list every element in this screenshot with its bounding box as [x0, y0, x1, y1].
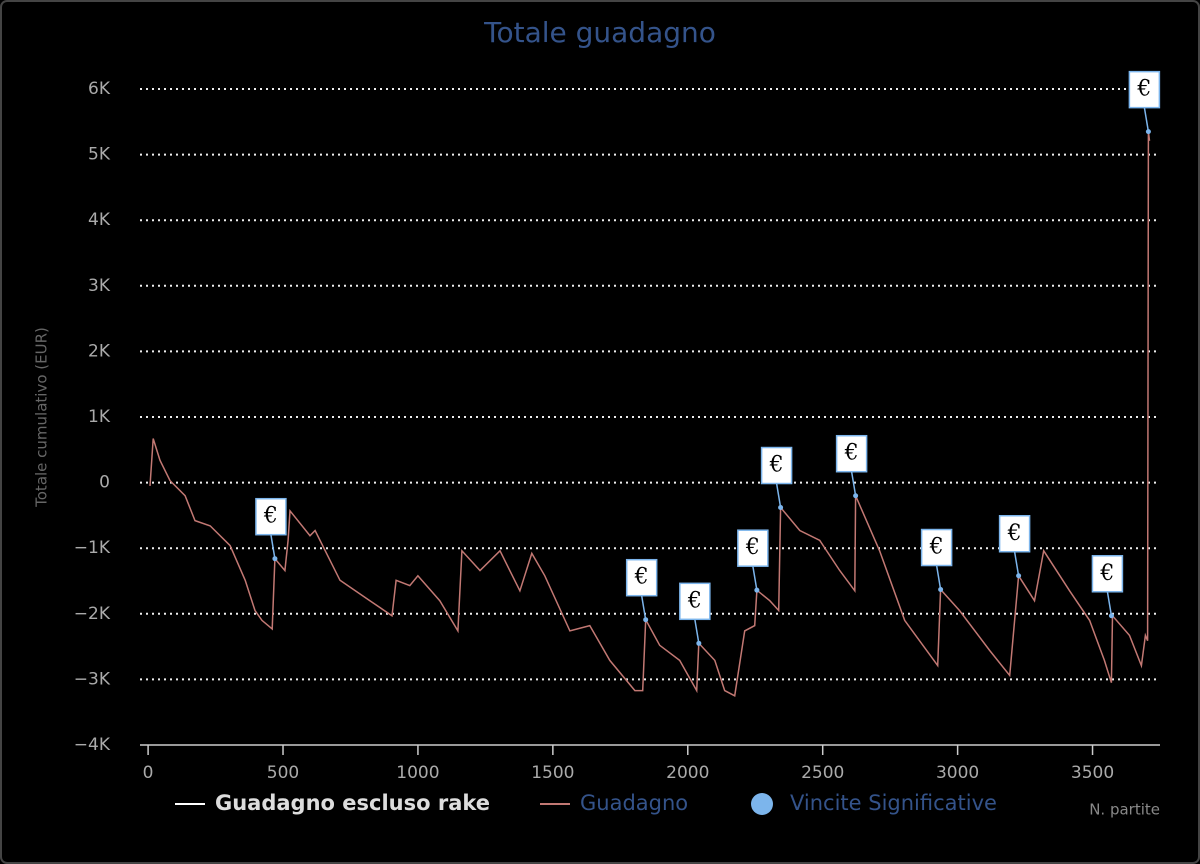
flag-stem [270, 534, 276, 559]
x-tick-label: 0 [143, 763, 154, 783]
flag-label: € [745, 535, 760, 560]
y-tick-label: −4K [74, 735, 111, 755]
x-axis-label: N. partite [1089, 801, 1160, 819]
flag-label: € [1007, 521, 1022, 546]
flag-stem [850, 471, 857, 496]
x-tick-label: 500 [267, 763, 299, 783]
flag-point [938, 587, 944, 593]
y-tick-label: 2K [88, 341, 111, 361]
legend-label: Guadagno escluso rake [215, 791, 490, 815]
flag-box [255, 497, 287, 536]
legend-symbol [751, 793, 773, 815]
flag-box [998, 515, 1031, 553]
flag-box [920, 528, 953, 567]
flag-stem [640, 595, 647, 620]
y-axis-label: Totale cumulativo (EUR) [33, 327, 51, 508]
flag-box [625, 558, 658, 597]
flag-label: € [929, 535, 944, 560]
flag-stem [1013, 551, 1020, 576]
flag-point [778, 505, 784, 511]
y-tick-label: −3K [74, 669, 111, 689]
flag-box [1128, 70, 1161, 109]
y-tick-label: −2K [74, 604, 111, 624]
flag-stem [1106, 591, 1113, 616]
flag-point [754, 587, 760, 593]
flag-label: € [769, 453, 784, 478]
flag-stem [1143, 107, 1150, 132]
flag-point [1016, 573, 1022, 579]
flag-point [696, 640, 702, 646]
flag-point [1145, 129, 1151, 135]
x-tick-label: 1500 [531, 763, 574, 783]
flag-label: € [263, 504, 278, 529]
flag-point [1108, 613, 1114, 619]
x-tick-label: 3000 [936, 763, 979, 783]
flag-label: € [687, 588, 702, 613]
x-tick-label: 2000 [666, 763, 709, 783]
flag-point [272, 556, 278, 562]
flag-box [737, 529, 769, 567]
y-tick-label: −1K [74, 538, 111, 558]
x-tick-label: 3500 [1071, 763, 1114, 783]
flag-point [643, 617, 649, 623]
flag-box [679, 582, 711, 621]
x-tick-label: 2500 [801, 763, 844, 783]
x-tick-label: 1000 [396, 763, 439, 783]
y-tick-label: 1K [88, 407, 111, 427]
chart-title: Totale guadagno [483, 16, 716, 49]
flag-stem [752, 566, 758, 591]
y-tick-label: 6K [88, 79, 111, 99]
y-tick-label: 5K [88, 145, 111, 165]
flag-box [835, 434, 868, 473]
flag-label: € [1136, 77, 1151, 102]
flag-label: € [1099, 561, 1114, 586]
flag-label: € [634, 565, 649, 590]
flag-stem [775, 483, 782, 508]
flag-box [760, 446, 793, 485]
flag-stem [935, 565, 942, 590]
legend-label: Vincite Significative [790, 791, 997, 815]
flag-stem [694, 619, 700, 644]
y-tick-label: 4K [88, 210, 111, 230]
flag-box [1091, 555, 1124, 593]
line-series [149, 131, 1151, 697]
flag-point [853, 493, 859, 499]
flag-label: € [844, 441, 859, 466]
y-tick-label: 0 [99, 473, 110, 493]
y-tick-label: 3K [88, 276, 111, 296]
legend-label: Guadagno [580, 791, 688, 815]
